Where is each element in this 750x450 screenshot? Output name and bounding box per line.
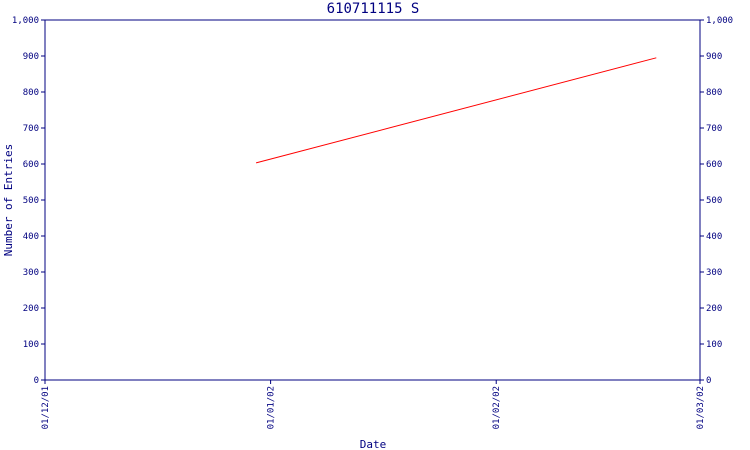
y-tick-label-left: 800 bbox=[23, 88, 39, 98]
y-tick-label-left: 200 bbox=[23, 304, 39, 314]
x-tick-label: 01/03/02 bbox=[696, 386, 706, 429]
x-tick-label: 01/12/01 bbox=[41, 386, 51, 429]
y-tick-label-right: 1,000 bbox=[706, 16, 733, 26]
y-tick-label-left: 100 bbox=[23, 340, 39, 350]
y-tick-label-right: 900 bbox=[706, 52, 722, 62]
y-tick-label-right: 200 bbox=[706, 304, 722, 314]
x-ticks: 01/12/01 01/01/02 01/02/02 01/03/02 bbox=[41, 380, 706, 429]
y-tick-label-right: 500 bbox=[706, 196, 722, 206]
chart-title: 610711115 S bbox=[327, 1, 420, 17]
y-tick-label-left: 700 bbox=[23, 124, 39, 134]
x-axis-label: Date bbox=[360, 438, 387, 450]
y-tick-label-right: 100 bbox=[706, 340, 722, 350]
y-tick-label-left: 400 bbox=[23, 232, 39, 242]
y-tick-label-right: 800 bbox=[706, 88, 722, 98]
y-tick-label-right: 300 bbox=[706, 268, 722, 278]
y-tick-label-left: 600 bbox=[23, 160, 39, 170]
series-line bbox=[256, 58, 656, 163]
y-ticks-left: 0 100 200 300 400 500 600 700 800 900 1,000 bbox=[12, 16, 45, 386]
y-tick-label-left: 0 bbox=[34, 376, 39, 386]
x-tick-label: 01/02/02 bbox=[492, 386, 502, 429]
y-tick-label-left: 1,000 bbox=[12, 16, 39, 26]
y-tick-label-right: 700 bbox=[706, 124, 722, 134]
x-tick-label: 01/01/02 bbox=[267, 386, 277, 429]
y-tick-label-left: 500 bbox=[23, 196, 39, 206]
plot-frame bbox=[45, 20, 700, 380]
y-tick-label-left: 900 bbox=[23, 52, 39, 62]
y-tick-label-left: 300 bbox=[23, 268, 39, 278]
series-group bbox=[256, 58, 656, 163]
y-tick-label-right: 400 bbox=[706, 232, 722, 242]
y-ticks-right: 0 100 200 300 400 500 600 700 800 900 1,000 bbox=[700, 16, 733, 386]
y-tick-label-right: 0 bbox=[706, 376, 711, 386]
y-axis-label: Number of Entries bbox=[2, 144, 15, 257]
y-tick-label-right: 600 bbox=[706, 160, 722, 170]
